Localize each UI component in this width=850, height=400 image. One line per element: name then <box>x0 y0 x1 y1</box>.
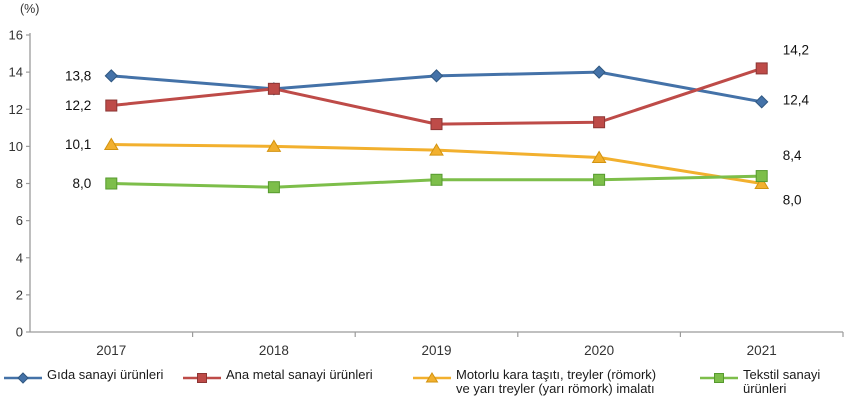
svg-text:14: 14 <box>9 65 23 80</box>
svg-text:2: 2 <box>16 287 23 302</box>
chart-axes: 0 2 4 6 8 10 12 14 16 2017 2018 2019 2020 2021 <box>9 28 844 358</box>
legend-label: Tekstil sanayi ürünleri <box>743 367 821 396</box>
y-axis-unit-label: (%) <box>20 2 39 16</box>
svg-text:16: 16 <box>9 28 23 43</box>
svg-text:8,0: 8,0 <box>783 193 802 208</box>
legend-item-motorlu: Motorlu kara taşıtı, treyler (römork) ve… <box>413 368 656 395</box>
line-chart: (%) 0 2 4 6 8 10 12 14 16 2017 2018 2019 2020 2021 13… <box>9 2 844 358</box>
svg-text:0: 0 <box>16 325 23 340</box>
svg-text:8,0: 8,0 <box>73 176 92 191</box>
legend-label: Ana metal sanayi ürünleri <box>226 367 373 382</box>
svg-text:12,4: 12,4 <box>783 92 810 107</box>
data-labels: 13,8 12,2 10,1 8,0 14,2 12,4 8,4 8,0 <box>65 42 809 207</box>
chart-series <box>103 62 770 194</box>
chart-legend: Gıda sanayi ürünleri Ana metal sanayi ür… <box>0 364 850 400</box>
legend-label: Motorlu kara taşıtı, treyler (römork) ve… <box>456 367 657 396</box>
legend-marker-triangle-icon <box>413 372 451 383</box>
svg-text:10: 10 <box>9 139 23 154</box>
svg-text:2018: 2018 <box>259 343 289 358</box>
legend-label: Gıda sanayi ürünleri <box>47 367 164 382</box>
legend-item-ana-metal: Ana metal sanayi ürünleri <box>183 368 373 386</box>
svg-text:8: 8 <box>16 176 23 191</box>
legend-marker-square-icon <box>700 373 738 383</box>
svg-text:13,8: 13,8 <box>65 68 91 83</box>
svg-text:2020: 2020 <box>584 343 614 358</box>
legend-item-tekstil: Tekstil sanayi ürünleri <box>700 368 850 395</box>
svg-text:14,2: 14,2 <box>783 42 809 57</box>
svg-text:4: 4 <box>16 250 23 265</box>
svg-text:2019: 2019 <box>421 343 451 358</box>
svg-text:6: 6 <box>16 213 23 228</box>
svg-text:12: 12 <box>9 102 23 117</box>
legend-marker-diamond-icon <box>4 372 42 384</box>
svg-text:12,2: 12,2 <box>65 98 91 113</box>
svg-text:10,1: 10,1 <box>65 137 91 152</box>
legend-marker-square-icon <box>183 373 221 383</box>
legend-item-gida: Gıda sanayi ürünleri <box>4 368 163 386</box>
svg-text:8,4: 8,4 <box>783 148 802 163</box>
svg-text:2017: 2017 <box>96 343 126 358</box>
svg-text:2021: 2021 <box>747 343 777 358</box>
